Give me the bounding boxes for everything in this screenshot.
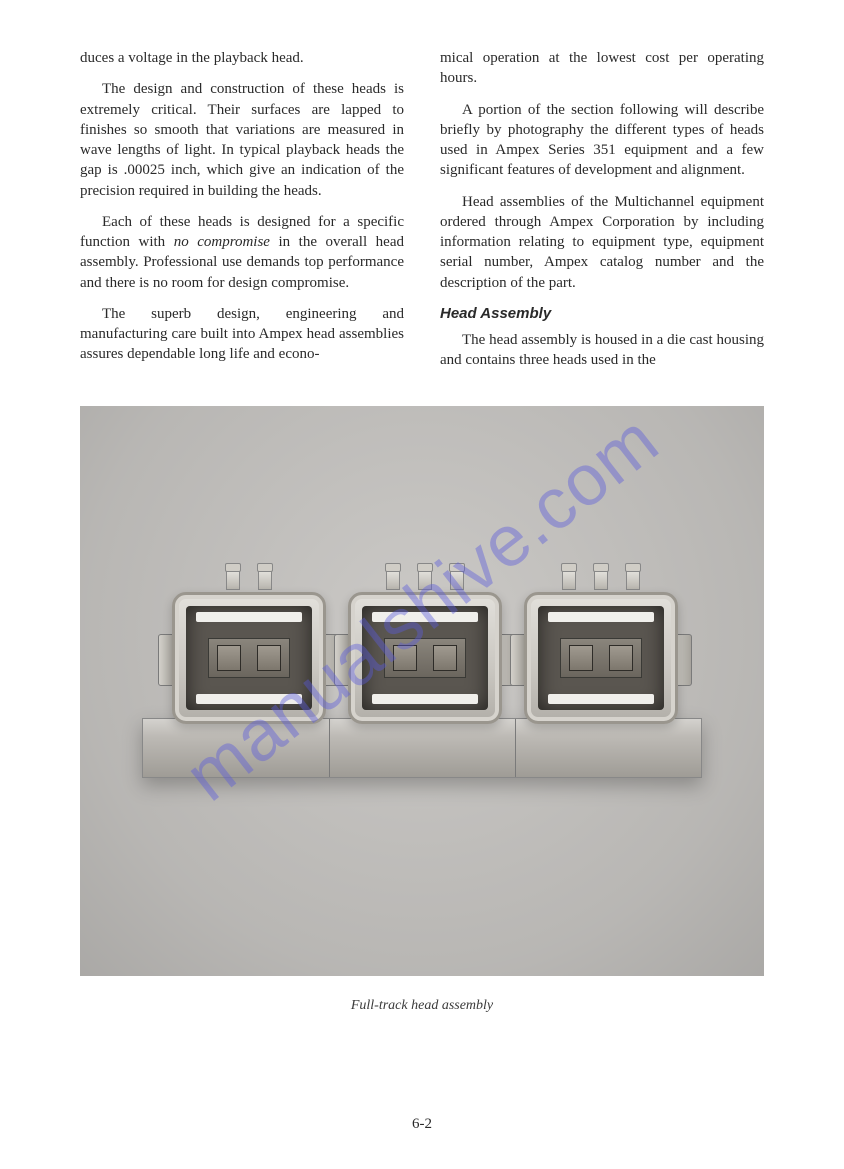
screw-icon	[418, 568, 432, 590]
emphasis: no compromise	[174, 234, 270, 250]
shim-bar	[196, 694, 302, 704]
para: Head assemblies of the Multichannel equi…	[440, 192, 764, 293]
figure-photo	[80, 406, 764, 976]
screw-icon	[258, 568, 272, 590]
screw-icon	[594, 568, 608, 590]
screw-icon	[626, 568, 640, 590]
shim-bar	[372, 694, 478, 704]
section-heading: Head Assembly	[440, 304, 764, 324]
head-core	[208, 638, 290, 678]
screw-row	[348, 568, 502, 592]
para: The design and construction of these hea…	[80, 79, 404, 201]
para: The head assembly is housed in a die cas…	[440, 330, 764, 371]
head-unit-1	[172, 592, 326, 724]
shim-bar	[372, 612, 478, 622]
shim-bar	[196, 612, 302, 622]
para: The superb design, engineering and manuf…	[80, 304, 404, 365]
para: mical operation at the lowest cost per o…	[440, 48, 764, 89]
baseplate	[142, 718, 702, 778]
head-core	[560, 638, 642, 678]
text-columns: duces a voltage in the playback head. Th…	[80, 48, 764, 382]
screw-row	[172, 568, 326, 592]
screw-icon	[450, 568, 464, 590]
para: Each of these heads is designed for a sp…	[80, 212, 404, 293]
shim-bar	[548, 612, 654, 622]
page-number: 6-2	[0, 1116, 844, 1133]
figure-caption: Full-track head assembly	[80, 998, 764, 1014]
head-unit-3	[524, 592, 678, 724]
head-unit-2	[348, 592, 502, 724]
para: duces a voltage in the playback head.	[80, 48, 404, 68]
left-column: duces a voltage in the playback head. Th…	[80, 48, 404, 382]
right-column: mical operation at the lowest cost per o…	[440, 48, 764, 382]
para: A portion of the section following will …	[440, 100, 764, 181]
screw-icon	[226, 568, 240, 590]
screw-row	[524, 568, 678, 592]
screw-icon	[386, 568, 400, 590]
screw-icon	[562, 568, 576, 590]
shim-bar	[548, 694, 654, 704]
head-core	[384, 638, 466, 678]
